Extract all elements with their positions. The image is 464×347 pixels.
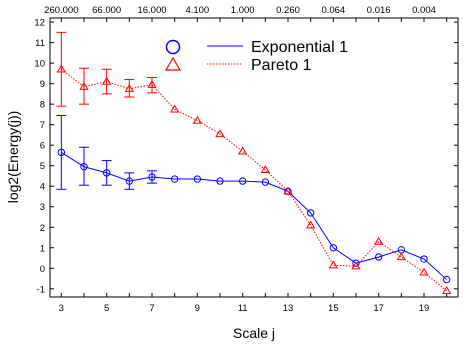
data-point bbox=[169, 104, 180, 113]
data-point bbox=[170, 175, 179, 183]
y-tick-label: 12 bbox=[34, 18, 45, 29]
x-tick-label: 15 bbox=[328, 303, 339, 314]
data-point bbox=[125, 177, 134, 185]
x-tick-label: 3 bbox=[59, 303, 64, 314]
y-tick-label: 0 bbox=[40, 264, 45, 275]
data-point bbox=[351, 261, 361, 270]
plot-area bbox=[49, 17, 459, 298]
data-point bbox=[102, 169, 111, 177]
data-point bbox=[80, 163, 88, 171]
data-point bbox=[283, 186, 293, 195]
x-tick-label: 7 bbox=[149, 303, 154, 314]
y-tick-label: -1 bbox=[37, 284, 45, 295]
data-point bbox=[442, 275, 451, 284]
data-point bbox=[441, 286, 452, 295]
data-point bbox=[419, 267, 429, 276]
data-point bbox=[396, 252, 407, 261]
series-2 bbox=[56, 31, 452, 295]
data-point bbox=[215, 129, 225, 138]
data-point bbox=[193, 175, 202, 183]
top-axis-label: 16.000 bbox=[137, 5, 166, 16]
x-axis-title: Scale j bbox=[233, 325, 275, 341]
y-tick-label: 8 bbox=[40, 100, 45, 111]
y-tick-label: 6 bbox=[40, 141, 45, 152]
x-tick-label: 13 bbox=[283, 303, 294, 314]
data-point bbox=[101, 76, 112, 85]
y-tick-label: 5 bbox=[40, 161, 45, 172]
x-tick-label: 5 bbox=[104, 303, 109, 314]
series-layer bbox=[56, 31, 452, 295]
data-point bbox=[260, 165, 271, 173]
data-point bbox=[261, 178, 270, 186]
legend-marker bbox=[165, 39, 181, 55]
top-axis-label: 0.016 bbox=[367, 5, 391, 16]
y-tick-label: 1 bbox=[40, 243, 45, 254]
y-tick-label: 3 bbox=[40, 202, 45, 213]
y-tick-label: 4 bbox=[40, 182, 45, 193]
data-point bbox=[216, 177, 224, 185]
y-tick-label: 11 bbox=[35, 38, 45, 49]
x-tick-label: 17 bbox=[373, 303, 384, 314]
top-axis-label: 0.260 bbox=[276, 5, 300, 16]
top-axis-label: 1.000 bbox=[231, 5, 255, 16]
y-tick-label: 7 bbox=[40, 120, 45, 131]
data-point bbox=[79, 81, 89, 90]
legend-label: Exponential 1 bbox=[251, 39, 348, 56]
x-tick-label: 19 bbox=[419, 303, 430, 314]
data-point bbox=[238, 177, 247, 185]
data-point bbox=[374, 253, 383, 261]
data-point bbox=[329, 244, 338, 252]
data-point bbox=[328, 260, 339, 269]
top-axis-label: 4.100 bbox=[185, 5, 209, 16]
top-axis-label: 0.004 bbox=[412, 5, 436, 16]
top-axis-label: 260.000 bbox=[44, 5, 78, 16]
data-point bbox=[148, 173, 156, 181]
data-point bbox=[373, 236, 384, 245]
y-axis-title: log2(Energy(j)) bbox=[5, 111, 21, 204]
data-point bbox=[57, 148, 66, 157]
data-point bbox=[420, 255, 428, 263]
series-1 bbox=[56, 114, 451, 284]
data-point bbox=[56, 64, 67, 73]
legend-label: Pareto 1 bbox=[251, 57, 312, 74]
series-line bbox=[61, 151, 448, 280]
data-point bbox=[305, 220, 316, 229]
x-tick-label: 11 bbox=[238, 303, 248, 314]
data-point bbox=[124, 83, 135, 92]
data-point bbox=[306, 209, 315, 217]
y-tick-label: 9 bbox=[40, 79, 45, 90]
data-point bbox=[192, 115, 203, 124]
y-tick-label: 10 bbox=[34, 59, 45, 70]
data-point bbox=[237, 146, 248, 155]
y-tick-label: 2 bbox=[40, 223, 45, 234]
data-point bbox=[147, 79, 157, 88]
legend-marker bbox=[164, 56, 182, 71]
top-axis-label: 0.064 bbox=[321, 5, 345, 16]
top-axis-label: 66.000 bbox=[92, 5, 121, 16]
series-line bbox=[61, 68, 447, 292]
x-tick-label: 9 bbox=[195, 303, 200, 314]
